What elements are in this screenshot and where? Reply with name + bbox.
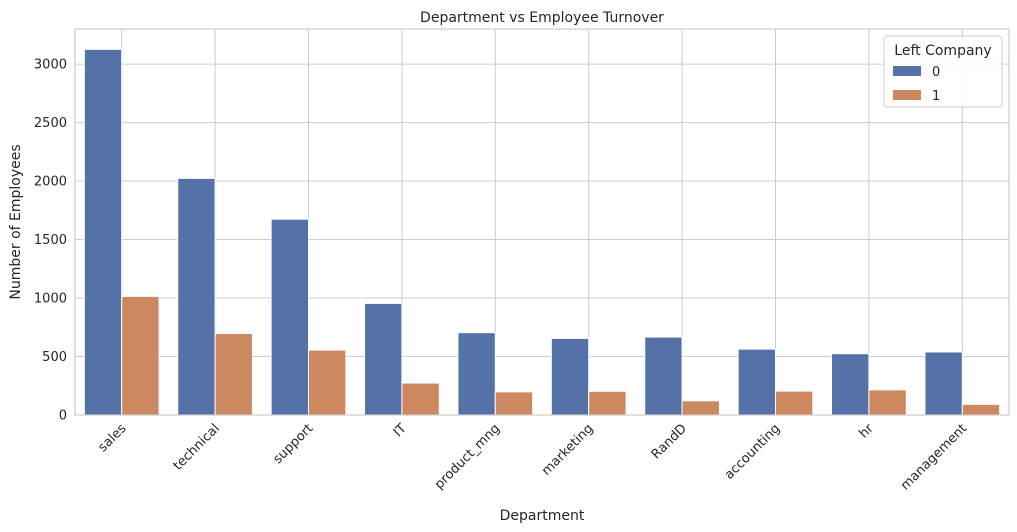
y-tick-label: 2000 — [34, 175, 67, 190]
bar-marketing-series-0 — [550, 337, 590, 416]
bar-RandD-series-0 — [644, 336, 683, 416]
bar-sales-series-0 — [83, 48, 123, 416]
bar-RandD-series-1 — [681, 400, 720, 416]
legend-swatch-0 — [893, 66, 921, 76]
bar-management-series-0 — [924, 351, 963, 416]
bar-technical-series-0 — [177, 177, 216, 416]
x-tick-label: IT — [391, 421, 410, 440]
x-tick-label: hr — [857, 421, 878, 442]
bar-product_mng-series-1 — [494, 391, 534, 416]
bar-product_mng-series-0 — [457, 332, 496, 416]
bar-marketing-series-1 — [588, 390, 627, 416]
x-tick-label: support — [270, 421, 316, 467]
x-tick-label: marketing — [539, 421, 596, 478]
legend-swatch-1 — [893, 90, 921, 100]
y-tick-label: 2500 — [34, 116, 67, 131]
y-tick-label: 1000 — [34, 292, 67, 307]
y-axis-label: Number of Employees — [8, 144, 24, 299]
y-axis-ticks: 0 500 1000 1500 2000 2500 3000 — [34, 58, 67, 424]
bar-support-series-1 — [308, 349, 347, 416]
bar-technical-series-1 — [214, 332, 253, 416]
y-tick-label: 3000 — [34, 58, 67, 73]
x-tick-label: sales — [95, 421, 129, 455]
bar-accounting-series-0 — [737, 348, 777, 416]
bar-accounting-series-1 — [775, 390, 814, 416]
chart-title: Department vs Employee Turnover — [420, 10, 664, 26]
y-tick-label: 500 — [42, 350, 67, 365]
bar-sales-series-1 — [121, 295, 160, 416]
y-tick-label: 0 — [59, 409, 67, 424]
x-tick-label: product_mng — [432, 421, 503, 492]
bars — [83, 48, 1001, 416]
legend-title: Left Company — [894, 43, 991, 59]
bar-management-series-1 — [961, 403, 1001, 416]
legend-label-0: 0 — [932, 65, 940, 80]
y-tick-label: 1500 — [34, 233, 67, 248]
x-tick-label: management — [898, 421, 970, 493]
legend: Left Company 0 1 — [883, 35, 1003, 108]
legend-box — [883, 35, 1003, 108]
x-tick-label: technical — [171, 421, 223, 473]
bar-IT-series-1 — [401, 382, 440, 416]
bar-support-series-0 — [270, 218, 310, 416]
bar-hr-series-1 — [868, 389, 907, 416]
legend-label-1: 1 — [932, 89, 940, 104]
bar-IT-series-0 — [364, 302, 403, 416]
x-axis-ticks: sales technical support IT product_mng market… — [95, 421, 970, 494]
plot-frame — [74, 28, 1010, 416]
x-axis-label: Department — [500, 508, 585, 524]
x-tick-label: accounting — [722, 421, 783, 482]
x-tick-label: RandD — [649, 421, 690, 462]
bar-hr-series-0 — [831, 353, 870, 416]
